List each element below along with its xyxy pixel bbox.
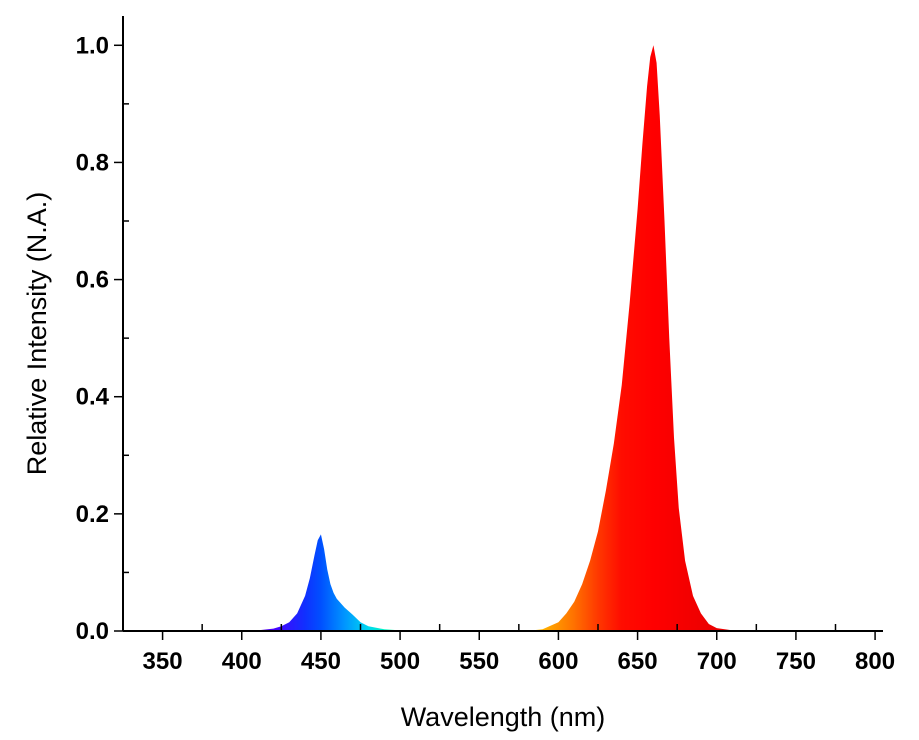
- x-tick-label: 400: [222, 648, 262, 675]
- y-tick-label: 0.0: [76, 618, 109, 645]
- x-tick-label: 650: [618, 648, 658, 675]
- x-tick-label: 600: [538, 648, 578, 675]
- x-tick-label: 700: [697, 648, 737, 675]
- x-tick-label: 550: [459, 648, 499, 675]
- y-tick-label: 0.4: [76, 384, 110, 411]
- x-tick-label: 450: [301, 648, 341, 675]
- plot-area: [162, 45, 876, 632]
- y-tick-label: 0.2: [76, 501, 109, 528]
- x-tick-label: 500: [380, 648, 420, 675]
- x-tick-label: 350: [143, 648, 183, 675]
- x-axis-title: Wavelength (nm): [401, 702, 606, 732]
- x-tick-label: 800: [855, 648, 895, 675]
- y-tick-label: 0.8: [76, 149, 109, 176]
- y-tick-label: 1.0: [76, 32, 109, 59]
- y-axis-title: Relative Intensity (N.A.): [22, 192, 52, 476]
- x-tick-label: 750: [776, 648, 816, 675]
- spectrum-area: [162, 45, 876, 632]
- y-tick-label: 0.6: [76, 267, 109, 294]
- axes: 350 400 450 500 550 600 650 700 750 800 0.0 0.2 0.4 0…: [76, 16, 895, 675]
